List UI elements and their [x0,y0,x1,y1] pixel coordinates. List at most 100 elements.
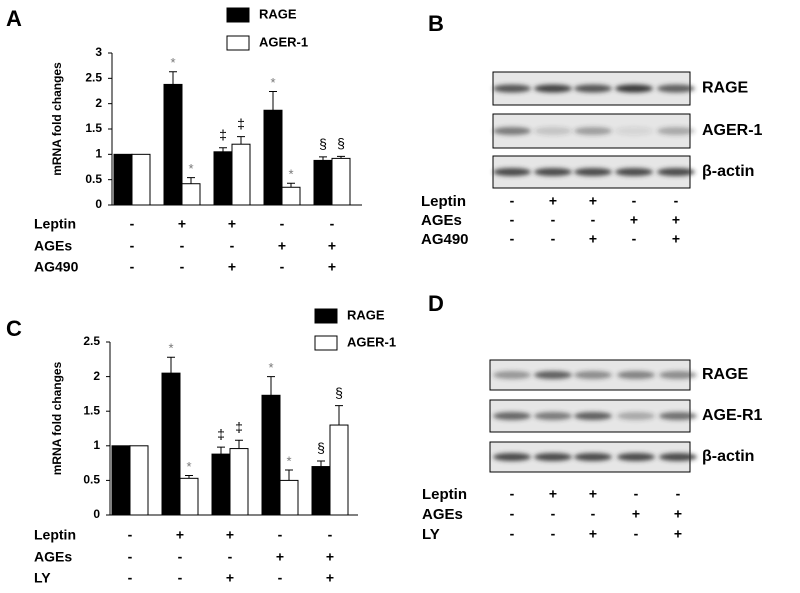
treatment-label: Leptin [422,486,467,503]
band [574,127,612,135]
treatment-sign: - [510,526,515,542]
panel-label: C [6,316,22,341]
treatment-label: Leptin [34,527,76,543]
band [534,127,572,135]
treatment-label: AG490 [421,231,469,248]
treatment-sign: - [178,549,183,565]
bar [313,159,333,206]
y-axis-label: mRNA fold changes [50,361,64,475]
treatment-sign: - [330,216,335,232]
y-tick-label: 1 [95,147,102,161]
treatment-sign: + [589,231,597,247]
error-bar [317,460,325,467]
treatment-sign: + [549,486,557,502]
error-bar [287,182,295,188]
legend-swatch [226,35,250,51]
treatment-sign: - [676,486,681,502]
legend-swatch [314,308,338,324]
significance-mark: * [270,75,275,90]
y-tick-label: 0.5 [85,172,102,186]
treatment-sign: - [178,570,183,586]
band [534,168,572,176]
band [615,168,653,176]
band-row [493,453,697,461]
treatment-sign: + [630,212,638,228]
treatment-label: AGEs [421,212,462,229]
band [534,371,572,379]
treatment-sign: - [230,238,235,254]
treatment-sign: - [591,212,596,228]
treatment-sign: - [634,526,639,542]
treatment-sign: + [276,549,284,565]
band [534,84,572,93]
y-tick-label: 0 [95,197,102,211]
treatment-label: Leptin [421,193,466,210]
treatment-sign: - [278,527,283,543]
treatment-sign: - [551,231,556,247]
bar [281,186,301,206]
panel-label: D [428,291,444,316]
band [574,412,612,420]
bar [181,183,201,206]
significance-mark: * [186,459,191,474]
treatment-sign: - [510,193,515,209]
treatment-sign: - [551,526,556,542]
significance-mark: * [288,167,293,182]
y-axis-label: mRNA fold changes [50,62,64,176]
significance-mark: § [319,136,327,152]
band [534,453,572,461]
bar [111,445,131,516]
error-bar [267,376,275,396]
treatment-sign: - [551,506,556,522]
y-tick-label: 1.5 [85,121,102,135]
significance-mark: ‡ [217,426,225,442]
bar [179,477,199,516]
error-bar [319,156,327,161]
significance-mark: * [268,360,273,375]
treatment-sign: - [510,486,515,502]
band [657,127,695,135]
bar [263,109,283,206]
treatment-sign: + [228,216,236,232]
band [574,453,612,461]
treatment-sign: - [328,527,333,543]
treatment-label: Leptin [34,216,76,232]
band-row [493,127,695,135]
legend-label: RAGE [259,6,297,21]
error-bar [237,136,245,145]
band-row [493,371,697,379]
error-bar [187,177,195,184]
significance-mark: ‡ [237,115,245,131]
treatment-sign: - [130,238,135,254]
treatment-sign: - [510,212,515,228]
bar [261,394,281,516]
legend-label: RAGE [347,307,385,322]
treatment-sign: - [228,549,233,565]
error-bar [285,469,293,481]
treatment-sign: - [128,549,133,565]
band-label: AGER-1 [702,122,763,139]
band [659,453,697,461]
y-tick-label: 2 [95,96,102,110]
y-tick-label: 0 [93,507,100,521]
band-label: AGE-R1 [702,407,763,424]
y-tick-label: 0.5 [83,473,100,487]
error-bar [335,405,343,426]
legend-swatch [314,335,338,351]
band [493,84,531,93]
y-tick-label: 2 [93,369,100,383]
band [493,371,531,379]
bar [279,479,299,516]
treatment-sign: + [228,259,236,275]
significance-mark: * [168,341,173,356]
treatment-sign: + [589,526,597,542]
bar [231,143,251,206]
legend-swatch [226,7,250,23]
band [617,453,655,461]
treatment-sign: - [674,193,679,209]
error-bar [219,147,227,152]
band-row [493,168,695,176]
treatment-sign: - [632,193,637,209]
treatment-sign: + [326,549,334,565]
error-bar [217,446,225,455]
